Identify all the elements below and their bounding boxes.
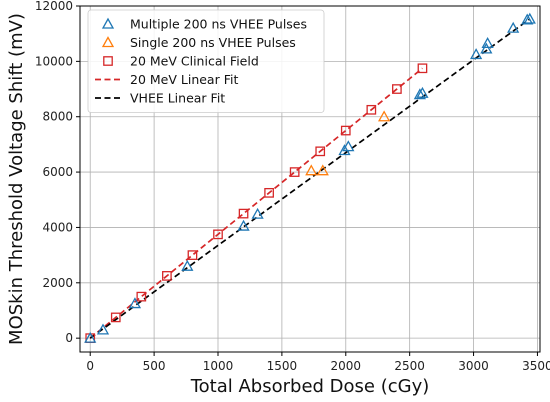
x-tick-label: 3500 (522, 359, 550, 373)
y-axis-label: MOSkin Threshold Voltage Shift (mV) (6, 13, 27, 345)
single-200-ns-vhee-pulses-point (378, 110, 391, 122)
20-mev-clinical-field-point (392, 84, 402, 94)
20-mev-clinical-field-point (162, 271, 172, 281)
y-tick-label: 8000 (42, 110, 73, 124)
y-tick-label: 2000 (42, 276, 73, 290)
multiple-200-ns-vhee-pulses-point (521, 13, 534, 25)
20-mev-clinical-field-point (238, 208, 249, 219)
multiple-200-ns-vhee-pulses-point (84, 331, 97, 343)
multiple-200-ns-vhee-pulses-point (251, 207, 264, 219)
x-tick-label: 1500 (267, 359, 298, 373)
plot-frame (79, 5, 541, 353)
legend-handle-single-200-ns-vhee-pulses (101, 36, 115, 48)
20-mev-clinical-field-point (187, 250, 198, 260)
20-mev-clinical-field-point (264, 187, 274, 198)
multiple-200-ns-vhee-pulses-point (181, 259, 194, 271)
single-200-ns-vhee-pulses-point (305, 164, 318, 176)
legend: Multiple 200 ns VHEE Pulses Single 200 ns… (87, 9, 325, 113)
20-mev-clinical-field-point (366, 104, 377, 115)
multiple-200-ns-vhee-pulses-point (237, 219, 250, 231)
multiple-200-ns-vhee-pulses-point (96, 323, 110, 335)
legend-box (87, 9, 325, 113)
multiple-200-ns-vhee-pulses-point (480, 42, 493, 54)
legend-entry-20-mev-linear-fit: 20 MeV Linear Fit (130, 72, 238, 87)
x-tick-label: 1000 (203, 359, 234, 373)
x-tick-label: 2500 (394, 359, 425, 373)
x-tick-label: 500 (143, 359, 166, 373)
multiple-200-ns-vhee-pulses-point (342, 140, 355, 152)
legend-entry-single-200-ns-vhee-pulses: Single 200 ns VHEE Pulses (130, 35, 296, 50)
data-points (84, 12, 536, 344)
vhee-linear-fit-line (89, 18, 531, 339)
multiple-200-ns-vhee-pulses-point (481, 37, 494, 49)
multiple-200-ns-vhee-pulses-point (507, 21, 520, 33)
multiple-200-ns-vhee-pulses-point (470, 48, 483, 60)
x-tick-label: 3000 (458, 359, 489, 373)
legend-entry-vhee-linear-fit: VHEE Linear Fit (130, 91, 225, 106)
20-mev-clinical-field-point (110, 312, 121, 323)
x-tick-label: 0 (86, 359, 94, 373)
y-tick-label: 12000 (35, 0, 73, 13)
y-tick-label: 0 (65, 331, 73, 345)
multiple-200-ns-vhee-pulses-point (416, 86, 429, 98)
20-mev-clinical-field-point (213, 229, 223, 240)
single-200-ns-vhee-pulses-point (316, 164, 329, 176)
20-mev-clinical-field-point (289, 167, 300, 177)
y-tick-label: 6000 (42, 165, 73, 179)
20-mev-clinical-field-point (136, 291, 147, 302)
legend-entry-20-mev-clinical-field: 20 MeV Clinical Field (130, 54, 259, 69)
multiple-200-ns-vhee-pulses-point (128, 297, 142, 309)
legend-entry-multiple-200-ns-vhee-pulses: Multiple 200 ns VHEE Pulses (130, 17, 307, 32)
x-tick-label: 2000 (331, 359, 362, 373)
legend-handle-20-mev-clinical-field (103, 56, 113, 66)
x-axis-ticks: 0 500 1000 1500 2000 2500 3000 3500 (86, 352, 550, 373)
legend-handle-multiple-200-ns-vhee-pulses (101, 17, 115, 29)
20-mev-clinical-field-point (417, 63, 428, 74)
y-axis-ticks: 0 2000 4000 6000 8000 10000 12000 (35, 0, 80, 345)
20-mev-clinical-field-point (315, 146, 326, 157)
y-tick-label: 4000 (42, 220, 73, 234)
multiple-200-ns-vhee-pulses-point (413, 88, 426, 100)
y-tick-label: 10000 (35, 54, 73, 68)
multiple-200-ns-vhee-pulses-point (523, 12, 536, 24)
x-axis-label: Total Absorbed Dose (cGy) (190, 376, 430, 397)
20-mev-clinical-field-point (340, 125, 351, 136)
